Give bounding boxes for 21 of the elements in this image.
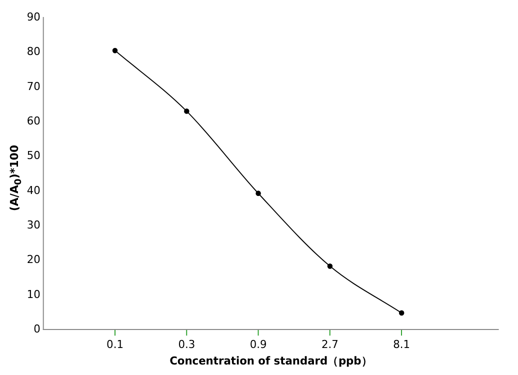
y-tick-label: 20 <box>26 252 41 266</box>
y-tick-label: 40 <box>26 184 41 197</box>
x-tick-label: 0.1 <box>106 338 124 352</box>
y-tick-label: 80 <box>26 44 41 58</box>
point <box>327 263 333 269</box>
point <box>256 190 261 196</box>
point <box>184 108 190 114</box>
y-tick-label: 30 <box>26 218 41 232</box>
y-tick-label: 60 <box>26 114 41 128</box>
x-tick-label: 8.1 <box>393 338 410 352</box>
y-tick-label: 50 <box>26 148 41 162</box>
point <box>112 48 118 54</box>
y-tick-label: 10 <box>26 288 41 301</box>
x-tick-label: 2.7 <box>321 338 338 352</box>
point <box>398 310 404 316</box>
x-axis-title: Concentration of standard（ppb） <box>170 354 372 368</box>
y-tick-label: 0 <box>34 322 41 336</box>
y-tick-label: 70 <box>26 80 41 93</box>
x-tick-label: 0.9 <box>250 338 267 352</box>
y-tick-label: 90 <box>26 10 41 24</box>
x-tick-label: 0.3 <box>178 338 196 352</box>
